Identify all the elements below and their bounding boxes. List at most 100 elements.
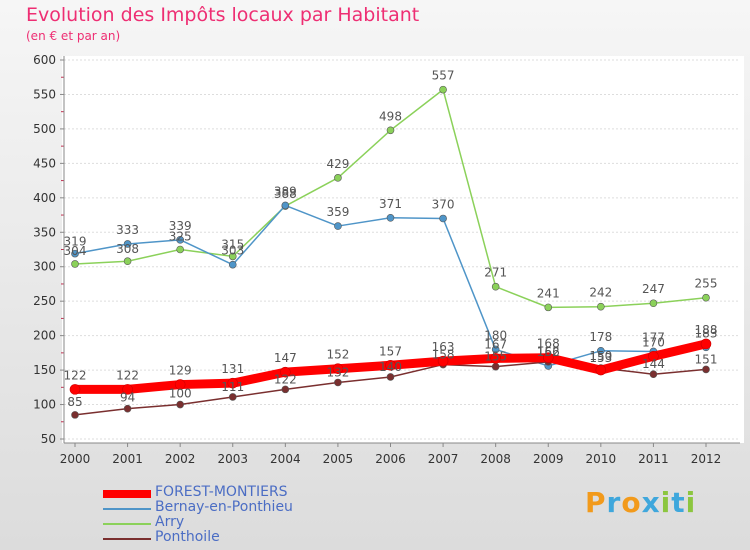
data-label: 162 [537, 345, 560, 359]
data-label: 339 [169, 219, 192, 233]
data-point [597, 346, 605, 355]
data-point [228, 252, 237, 261]
data-point [439, 214, 447, 223]
y-tick-label: 200 [33, 329, 56, 343]
data-point [491, 362, 500, 371]
legend-label: Ponthoile [155, 529, 220, 545]
data-point [702, 365, 710, 374]
data-label: 178 [589, 330, 612, 344]
x-tick-label: 2002 [165, 452, 196, 466]
chart-subtitle: (en € et par an) [26, 29, 121, 43]
legend-label: Bernay-en-Ponthieu [155, 499, 293, 515]
data-label: 188 [695, 323, 718, 337]
logo-letter: x [641, 486, 661, 519]
data-label: 319 [64, 235, 87, 249]
data-labels: 304 308 325 315 388 429 498 557 271 241 242 247 255 3… [64, 69, 718, 409]
data-point [490, 353, 501, 364]
x-tick-label: 2011 [638, 452, 669, 466]
data-point [544, 303, 553, 312]
data-label: 371 [379, 197, 402, 211]
data-label: 144 [642, 357, 665, 371]
data-point [386, 373, 395, 381]
data-label: 150 [589, 349, 612, 363]
data-point [69, 384, 81, 395]
x-tick-label: 2001 [112, 452, 143, 466]
data-label: 325 [169, 230, 192, 244]
data-point [334, 222, 342, 230]
data-point [542, 352, 554, 363]
data-label: 163 [432, 340, 455, 354]
data-point [281, 385, 290, 394]
chart-title: Evolution des Impôts locaux par Habitant [26, 4, 420, 26]
data-point [123, 240, 132, 248]
legend-label: FOREST-MONTIERS [155, 484, 288, 500]
data-label: 388 [274, 187, 297, 201]
x-tick-label: 2004 [270, 452, 301, 466]
data-point [334, 378, 342, 387]
x-tick-label: 2003 [217, 452, 248, 466]
y-tick-label: 550 [33, 87, 56, 101]
data-point [71, 260, 79, 268]
data-label: 170 [642, 335, 665, 349]
data-point [649, 370, 658, 379]
data-point [71, 249, 79, 258]
y-tick-label: 100 [33, 398, 56, 412]
data-point [491, 282, 500, 291]
x-tick-label: 2009 [533, 452, 564, 466]
data-point [176, 236, 184, 244]
data-label: 158 [432, 348, 455, 362]
data-label: 557 [432, 69, 455, 83]
data-point [176, 400, 184, 409]
data-point [122, 384, 133, 395]
data-label: 155 [484, 350, 507, 364]
data-label: 333 [116, 223, 139, 237]
data-label: 370 [432, 197, 455, 211]
data-point [71, 411, 79, 419]
x-tick-label: 2006 [375, 452, 406, 466]
data-point [174, 379, 186, 390]
data-point [385, 359, 396, 371]
data-point [649, 299, 658, 308]
legend-swatch [103, 508, 151, 510]
data-label: 315 [221, 237, 244, 251]
x-tick-label: 2008 [480, 452, 511, 466]
data-point [386, 126, 395, 135]
y-tick-label: 500 [33, 122, 56, 136]
legend-swatch [103, 538, 151, 540]
data-point [281, 201, 290, 210]
data-label: 147 [274, 351, 297, 365]
logo-letter: i [685, 486, 697, 519]
y-tick-label: 350 [33, 225, 56, 239]
data-point [280, 366, 291, 378]
series-lines [69, 85, 712, 419]
data-label: 177 [642, 330, 665, 344]
data-label: 140 [379, 360, 402, 374]
data-label: 498 [379, 109, 402, 123]
data-label: 100 [169, 387, 192, 401]
data-point [228, 260, 237, 269]
data-label: 151 [695, 352, 718, 366]
data-point [386, 214, 395, 222]
data-label: 153 [589, 351, 612, 365]
logo-letter: o [621, 486, 642, 519]
x-tick-label: 2012 [691, 452, 722, 466]
x-tick-label: 2005 [323, 452, 354, 466]
x-tick-label: 2000 [60, 452, 91, 466]
data-label: 152 [326, 348, 349, 362]
y-tick-label: 250 [33, 294, 56, 308]
data-label: 247 [642, 282, 665, 296]
data-label: 129 [169, 364, 192, 378]
data-label: 156 [537, 345, 560, 359]
data-label: 122 [64, 368, 87, 382]
data-point [595, 364, 607, 376]
data-point [228, 393, 237, 401]
data-point [176, 245, 184, 254]
data-point [227, 377, 239, 389]
data-label: 389 [274, 184, 297, 198]
logo-letter: r [606, 486, 622, 519]
logo-letter: t [671, 486, 686, 519]
x-tick-label: 2007 [428, 452, 459, 466]
data-label: 168 [537, 337, 560, 351]
legend-swatch [103, 523, 151, 525]
